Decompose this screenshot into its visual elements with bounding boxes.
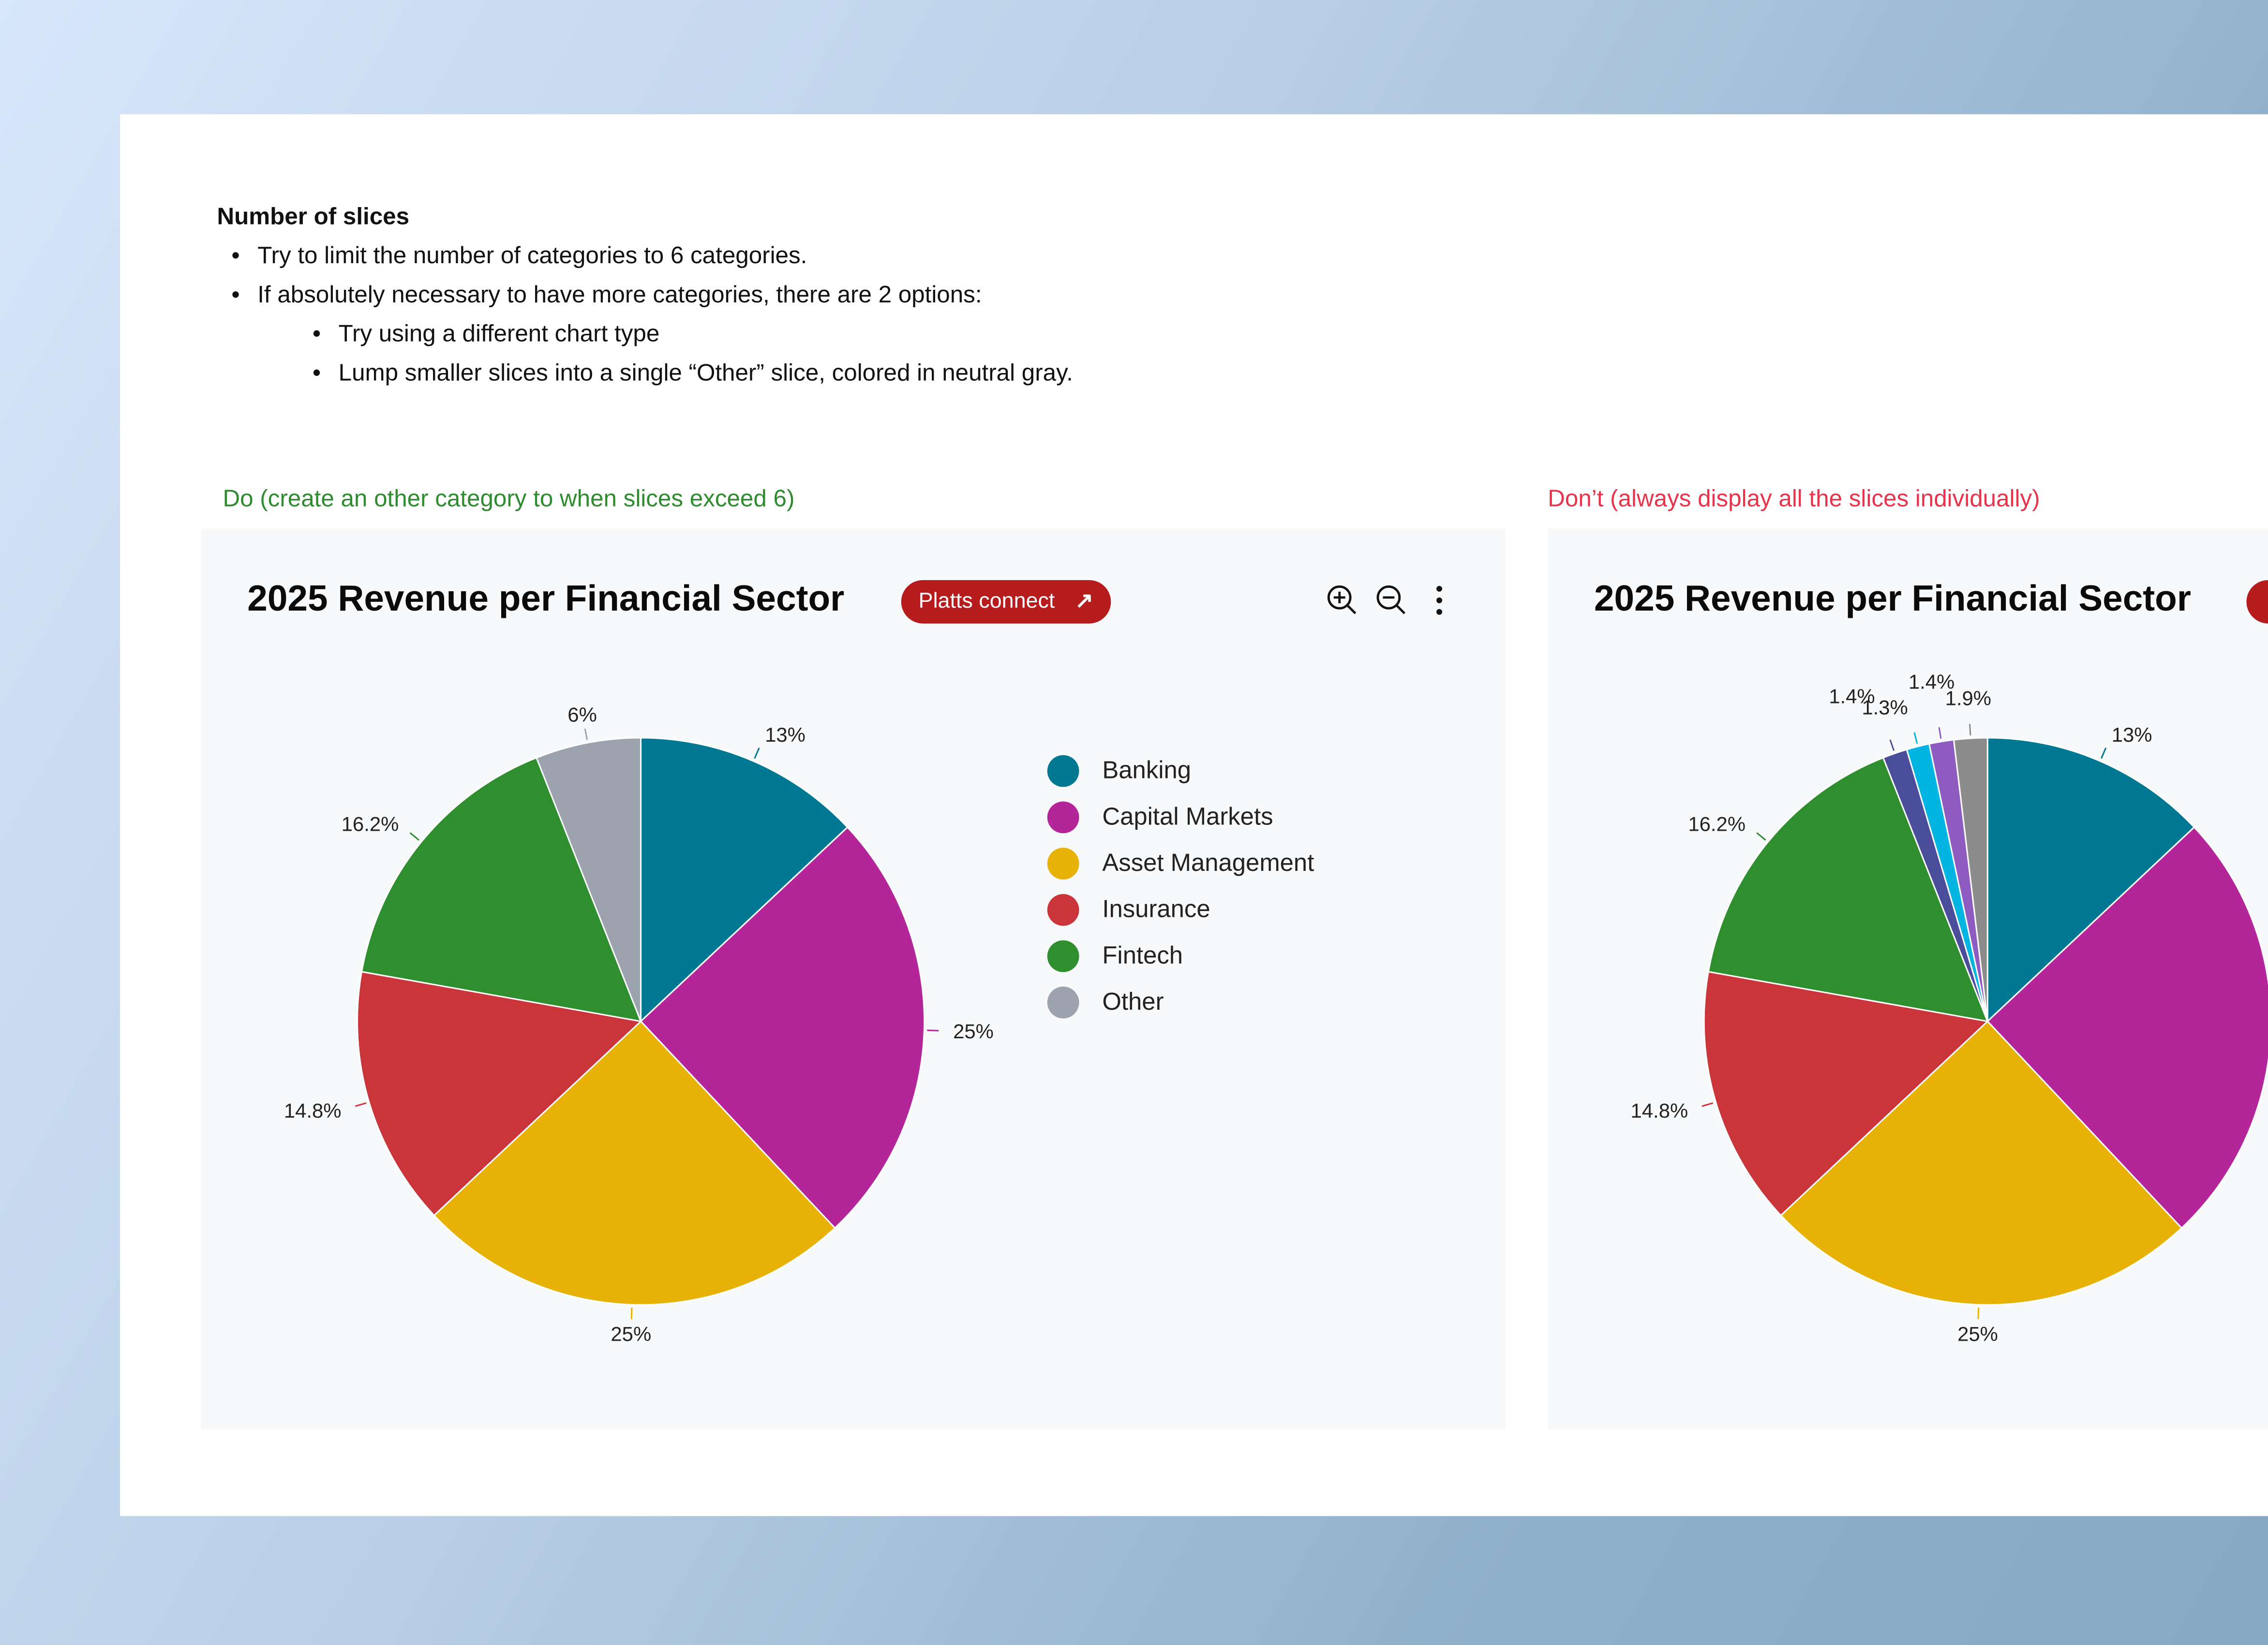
legend-item[interactable]: Insurance <box>1047 887 1314 933</box>
bullet: If absolutely necessary to have more cat… <box>217 276 1073 315</box>
legend-swatch <box>1047 940 1079 972</box>
slice-label: 16.2% <box>1688 812 1746 835</box>
slice-label: 14.8% <box>284 1099 342 1122</box>
sub-bullet: Lump smaller slices into a single “Other… <box>217 355 1073 394</box>
legend-item[interactable]: Other <box>1047 979 1314 1026</box>
legend-swatch <box>1047 987 1079 1018</box>
legend-swatch <box>1047 755 1079 787</box>
pie-slice-0-1[interactable] <box>640 826 925 1229</box>
chart-legend: Banking Capital Markets Asset Management In… <box>1047 748 1314 1026</box>
dont-caption: Don’t (always display all the slices ind… <box>1548 486 2040 512</box>
pie-slice-1-4[interactable] <box>1707 757 1989 1022</box>
slice-label: 1.3% <box>1862 696 1908 719</box>
bullet: Try to limit the number of categories to… <box>217 237 1073 276</box>
slice-label: 1.4% <box>1909 671 1955 693</box>
label-leader-line <box>1977 1307 1980 1319</box>
pie-slice-0-3[interactable] <box>357 971 642 1217</box>
label-leader-line <box>630 1307 633 1319</box>
pie-slice-0-2[interactable] <box>433 1020 836 1306</box>
legend-label: Other <box>1102 988 1164 1016</box>
legend-swatch <box>1047 894 1079 926</box>
legend-item[interactable]: Fintech <box>1047 933 1314 980</box>
label-leader-line <box>1889 739 1895 751</box>
sub-bullet: Try using a different chart type <box>217 315 1073 355</box>
slice-label: 16.2% <box>342 812 399 835</box>
slice-label: 1.4% <box>1829 685 1875 707</box>
label-leader-line <box>409 832 419 841</box>
slice-label: 13% <box>765 723 806 746</box>
label-leader-line <box>1756 832 1766 841</box>
platts-connect-button[interactable]: Platts connect ↗ <box>901 580 1111 624</box>
legend-item[interactable]: Asset Management <box>1047 840 1314 887</box>
legend-item[interactable]: Capital Markets <box>1047 794 1314 841</box>
label-leader-line <box>1701 1102 1714 1107</box>
slice-label: 13% <box>2112 723 2152 746</box>
chart-title: 2025 Revenue per Financial Sector <box>1594 579 2191 619</box>
slice-label: 25% <box>1957 1322 1998 1345</box>
label-leader-line <box>1913 732 1918 744</box>
label-leader-line <box>584 728 588 740</box>
pie-slice-1-8[interactable] <box>1953 737 1988 1022</box>
label-leader-line <box>2101 748 2107 759</box>
legend-swatch <box>1047 848 1079 880</box>
slice-label: 1.9% <box>1945 687 1991 709</box>
legend-swatch <box>1047 801 1079 834</box>
button-label: Platts connect <box>918 588 1055 613</box>
legend-label: Banking <box>1102 756 1192 784</box>
label-leader-line <box>1938 727 1942 739</box>
legend-label: Fintech <box>1102 942 1183 970</box>
pie-slice-1-0[interactable] <box>1986 737 2195 1023</box>
slice-label: 25% <box>611 1322 651 1345</box>
legend-label: Insurance <box>1102 895 1210 923</box>
label-leader-line <box>754 748 760 759</box>
pie-slice-0-4[interactable] <box>360 757 642 1022</box>
chart-title: 2025 Revenue per Financial Sector <box>247 579 845 619</box>
more-vertical-icon[interactable] <box>1422 583 1457 618</box>
guideline-text: Number of slices Try to limit the number… <box>217 198 1073 394</box>
zoom-in-icon[interactable] <box>1325 583 1360 618</box>
pie-slice-0-0[interactable] <box>640 737 849 1023</box>
do-caption: Do (create an other category to when sli… <box>223 486 795 512</box>
pie-slice-1-1[interactable] <box>1986 826 2268 1229</box>
label-leader-line <box>355 1102 367 1107</box>
slice-label: 25% <box>953 1020 994 1043</box>
pie-slice-0-5[interactable] <box>535 737 642 1022</box>
legend-item[interactable]: Banking <box>1047 748 1314 794</box>
slice-label: 14.8% <box>1631 1099 1688 1122</box>
external-link-arrow-icon: ↗ <box>1075 588 1093 613</box>
zoom-out-icon[interactable] <box>1374 583 1409 618</box>
legend-label: Asset Management <box>1102 849 1314 877</box>
pie-slice-1-2[interactable] <box>1779 1020 2183 1306</box>
pie-slice-1-3[interactable] <box>1703 971 1989 1217</box>
guideline-heading: Number of slices <box>217 204 410 230</box>
slice-label: 6% <box>567 703 597 726</box>
legend-label: Capital Markets <box>1102 803 1273 831</box>
